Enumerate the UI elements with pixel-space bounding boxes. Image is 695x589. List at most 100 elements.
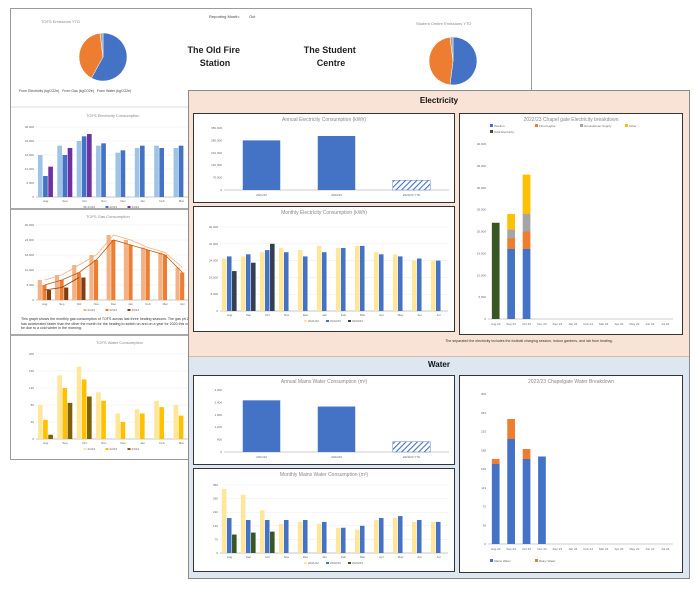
bar	[373, 519, 379, 553]
x-tick-label: Jan 24	[568, 322, 577, 326]
bar	[411, 521, 417, 553]
building-title-right: The Student Centre	[304, 45, 359, 68]
monthly-elec-title: Monthly Electricity Consumption (kWh)	[281, 210, 367, 216]
stacked-bar-segment	[522, 249, 531, 319]
y-tick-label: 0	[484, 542, 486, 546]
electricity-heading: Electricity	[419, 96, 459, 105]
annual-water-title: Annual Mains Water Consumption (m³)	[280, 379, 368, 385]
stacked-bar-segment	[491, 222, 500, 319]
building-title-left: The Old Fire Station	[187, 45, 242, 68]
x-tick-label: Sep	[246, 555, 252, 559]
bar	[154, 145, 159, 197]
y-tick-label: 0	[216, 309, 218, 313]
bar	[67, 148, 73, 197]
y-tick-label: 350	[213, 483, 218, 487]
bar	[120, 422, 126, 439]
x-tick-label: Oct	[265, 313, 270, 317]
x-tick-label: 2021/22	[256, 193, 267, 197]
bar	[54, 275, 60, 300]
bar	[335, 248, 341, 311]
bar	[242, 400, 281, 452]
bar	[81, 136, 87, 197]
x-tick-label: Feb 24	[584, 322, 594, 326]
annual-water-box: Annual Mains Water Consumption (m³) 0 600…	[193, 375, 455, 465]
x-tick-label: Dec	[111, 302, 117, 306]
x-tick-label: Aug 23	[491, 547, 501, 551]
bar	[317, 135, 356, 190]
bar	[139, 413, 145, 439]
bar	[430, 260, 436, 311]
y-tick-label: 70	[215, 537, 219, 541]
x-tick-label: Jan	[140, 441, 145, 445]
legend-label: 22/23	[110, 205, 118, 209]
pie-slice	[428, 36, 454, 86]
tofs-pie-title: TOFS Emissions YTD	[41, 19, 80, 24]
x-tick-label: 2023/24 YTD	[403, 455, 421, 459]
bar	[242, 140, 281, 190]
legend-label: Pavilion	[494, 124, 505, 128]
x-tick-label: 2022/23	[331, 193, 342, 197]
legend-label: 22/23	[110, 447, 118, 451]
bar	[264, 250, 270, 311]
bar	[162, 255, 168, 300]
legend-swatch	[348, 562, 351, 564]
bar	[42, 285, 47, 300]
water-breakdown-box: 2022/23 Chapelgate Water Breakdown 0 38 75…	[459, 375, 683, 573]
x-tick-label: Sep 23	[506, 547, 516, 551]
y-tick-label: 120	[29, 386, 34, 390]
y-tick-label: 70,000	[213, 176, 223, 180]
x-tick-label: Nov	[284, 555, 290, 559]
pie-slice	[99, 32, 104, 58]
stacked-bar-segment	[507, 439, 515, 544]
y-tick-label: 150	[481, 467, 486, 471]
x-tick-label: Oct	[82, 199, 87, 203]
bar	[392, 180, 431, 191]
bar	[430, 521, 436, 553]
x-tick-label: Mar 24	[599, 547, 609, 551]
y-tick-label: 0	[32, 437, 34, 441]
legend-water: From Water (kgCO2e)	[96, 89, 132, 93]
bar	[76, 141, 82, 197]
legend-label: 21/22	[88, 205, 96, 209]
bar	[64, 287, 69, 300]
bar	[87, 134, 92, 197]
y-tick-label: 40	[31, 420, 35, 424]
bar	[134, 409, 140, 439]
legend-swatch	[348, 320, 351, 322]
bar	[232, 271, 237, 311]
y-tick-label: 210,000	[211, 151, 222, 155]
y-tick-label: 0	[216, 551, 218, 555]
x-tick-label: 2021/22	[256, 455, 267, 459]
x-tick-label: Mar	[360, 313, 365, 317]
y-tick-label: 12,000	[25, 167, 35, 171]
stacked-bar-segment	[491, 464, 500, 544]
legend-swatch	[490, 559, 493, 562]
front-report-sheet: Electricity Annual Electricity Consumpti…	[188, 90, 690, 579]
bar	[435, 521, 441, 553]
stacked-bar-segment	[522, 214, 531, 232]
x-tick-label: Jun 24	[645, 547, 654, 551]
tofs-gas-title: TOFS Gas Consumption	[86, 214, 130, 219]
building-right-line1: The Student	[304, 45, 356, 55]
y-tick-label: 75	[483, 505, 487, 509]
legend-swatch	[625, 124, 628, 127]
x-tick-label: Aug	[227, 555, 233, 559]
stacked-bar-segment	[522, 449, 531, 459]
building-left-line2: Station	[200, 58, 231, 68]
bar	[435, 260, 441, 311]
annual-elec-title: Annual Electricity Consumption (kWh)	[282, 117, 366, 123]
stacked-bar-segment	[538, 456, 546, 544]
x-tick-label: Feb 24	[584, 547, 594, 551]
legend-label: 2022/23	[330, 561, 341, 565]
bar	[173, 148, 179, 197]
trend-line	[44, 239, 183, 286]
tofs-elec-title: TOFS Electricity Consumption	[86, 113, 140, 118]
x-tick-label: Sep	[246, 313, 252, 317]
bar	[76, 366, 82, 439]
stacked-bar-segment	[507, 214, 515, 230]
y-tick-label: 25,000	[477, 208, 487, 212]
legend-label: 2023/24	[352, 561, 363, 565]
bar	[392, 254, 398, 311]
x-tick-label: May 24	[630, 547, 640, 551]
bar	[87, 396, 92, 439]
